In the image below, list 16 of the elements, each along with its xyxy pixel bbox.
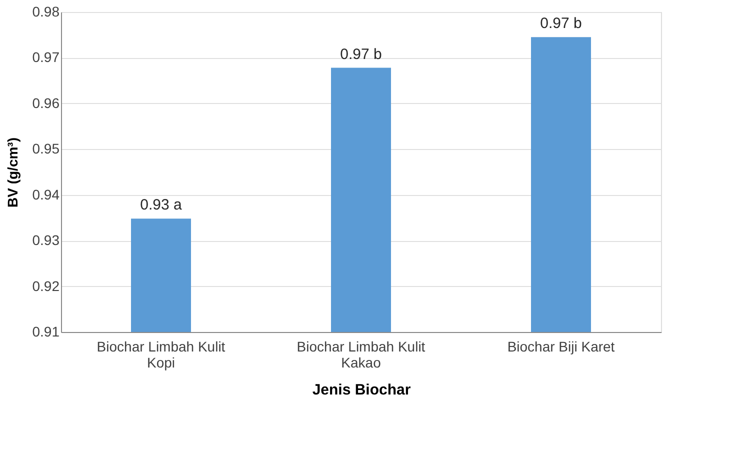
y-tick-label: 0.94	[32, 186, 60, 202]
x-tick-label: Biochar Biji Karet	[507, 338, 615, 354]
y-tick-label: 0.91	[32, 324, 60, 340]
y-tick-label: 0.97	[32, 49, 60, 66]
y-tick-label: 0.95	[32, 140, 60, 157]
y-tick-label: 0.93	[32, 232, 60, 248]
y-tick-label: 0.96	[32, 94, 60, 111]
data-label: 0.93 a	[140, 196, 182, 214]
x-axis-title: Jenis Biochar	[312, 382, 411, 398]
x-tick-label: Biochar Limbah Kulit Kakao	[296, 338, 426, 370]
data-label: 0.97 b	[540, 15, 582, 32]
y-tick-label: 0.92	[32, 278, 60, 294]
y-tick-label: 0.98	[32, 4, 60, 20]
x-tick-label: Biochar Limbah Kulit Kopi	[96, 338, 226, 370]
data-label: 0.97 b	[340, 46, 382, 63]
y-axis-title: BV (g/cm³)	[4, 138, 20, 208]
